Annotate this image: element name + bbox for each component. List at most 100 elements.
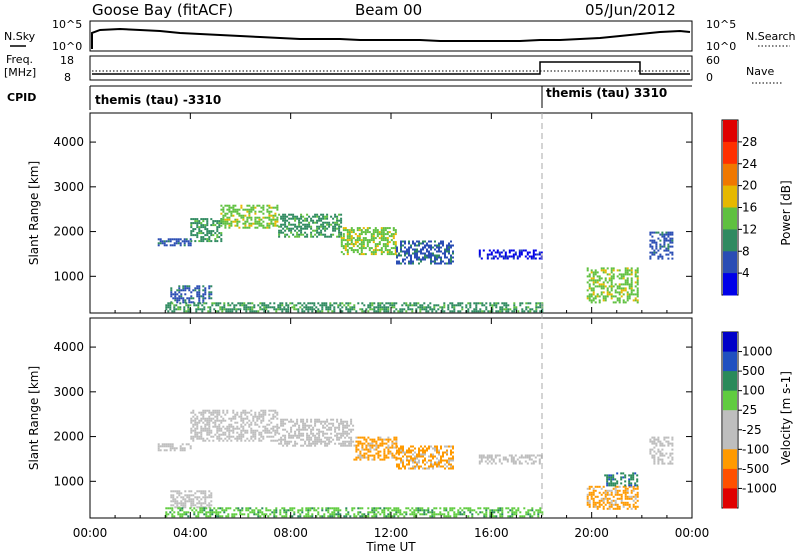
data-region xyxy=(278,418,355,447)
nsearch-label: N.Search xyxy=(746,30,796,43)
colorbar-segment xyxy=(723,120,737,143)
colorbar-segment xyxy=(723,429,737,450)
data-region xyxy=(165,507,544,518)
colorbar-segment xyxy=(723,185,737,208)
nsky-tick-top: 10^5 xyxy=(52,18,82,31)
x-tick-label: 04:00 xyxy=(173,526,208,540)
cpid-label: CPID xyxy=(7,91,36,104)
data-region xyxy=(396,445,454,470)
power-y-axis: 1000 2000 3000 4000 xyxy=(53,135,692,283)
beam-title: Beam 00 xyxy=(355,1,422,19)
y-tick-label: 4000 xyxy=(53,135,84,149)
colorbar-segment xyxy=(723,351,737,372)
data-region xyxy=(604,472,639,487)
data-region xyxy=(170,285,213,304)
data-region xyxy=(478,454,543,465)
y-tick-label: 1000 xyxy=(53,474,84,488)
colorbar-tick-label: -100 xyxy=(742,442,769,456)
colorbar-segment xyxy=(723,332,737,353)
x-axis-title: Time UT xyxy=(365,540,416,554)
velocity-y-axis: 1000 2000 3000 4000 xyxy=(53,340,692,488)
colorbar-tick-label: 25 xyxy=(742,403,757,417)
y-tick-label: 4000 xyxy=(53,340,84,354)
y-tick-label: 1000 xyxy=(53,269,84,283)
x-tick-label: 00:00 xyxy=(675,526,710,540)
colorbar-segment xyxy=(723,251,737,274)
nave-label: Nave xyxy=(746,65,774,78)
velocity-colorbar-label: Velocity [m s-1] xyxy=(779,371,793,465)
data-region xyxy=(190,218,223,243)
date-title: 05/Jun/2012 xyxy=(585,1,676,19)
colorbar-tick-label: -500 xyxy=(742,462,769,476)
nsky-panel: N.Sky 10^5 10^0 10^5 10^0 N.Search xyxy=(4,18,796,53)
power-panel: 1000 2000 3000 4000 Slant Range [km] 28 24 20… xyxy=(27,112,793,314)
freq-tick-bottom: 8 xyxy=(64,71,71,84)
velocity-data xyxy=(157,409,674,518)
velocity-colorbar: 1000 500 100 25 -25 -100 -500 -1000 xyxy=(723,332,777,509)
colorbar-tick-label: 12 xyxy=(742,222,757,236)
colorbar-segment xyxy=(723,390,737,411)
data-region xyxy=(165,302,544,313)
data-region xyxy=(649,231,674,260)
nave-tick-bottom: 0 xyxy=(706,71,713,84)
colorbar-segment xyxy=(723,207,737,230)
colorbar-tick-label: 20 xyxy=(742,179,757,193)
cpid-segment-1: themis (tau) -3310 xyxy=(95,93,221,107)
colorbar-segment xyxy=(723,410,737,431)
colorbar-segment xyxy=(723,488,737,509)
colorbar-tick-label: -25 xyxy=(742,423,762,437)
station-title: Goose Bay (fitACF) xyxy=(92,1,233,19)
power-colorbar: 28 24 20 16 12 8 4 xyxy=(723,120,757,296)
colorbar-segment xyxy=(723,449,737,470)
cpid-segment-2: themis (tau) 3310 xyxy=(546,86,667,100)
colorbar-tick-label: 16 xyxy=(742,201,757,215)
nsearch-tick-top: 10^5 xyxy=(706,18,736,31)
freq-unit: [MHz] xyxy=(4,66,36,79)
power-ylabel: Slant Range [km] xyxy=(27,161,41,265)
data-region xyxy=(340,227,397,256)
colorbar-segment xyxy=(723,468,737,489)
x-tick-label: 20:00 xyxy=(574,526,609,540)
data-region xyxy=(157,443,192,452)
colorbar-tick-label: 8 xyxy=(742,244,750,258)
colorbar-segment xyxy=(723,273,737,296)
x-tick-label: 08:00 xyxy=(273,526,308,540)
freq-panel: Freq. [MHz] 18 8 60 0 Nave xyxy=(4,53,782,84)
colorbar-tick-label: 1000 xyxy=(742,345,773,359)
cpid-panel: CPID themis (tau) -3310 themis (tau) 331… xyxy=(7,85,692,110)
colorbar-tick-label: 100 xyxy=(742,384,765,398)
y-tick-label: 2000 xyxy=(53,430,84,444)
freq-label: Freq. xyxy=(6,53,33,66)
data-region xyxy=(396,240,454,265)
data-region xyxy=(478,249,543,260)
y-tick-label: 2000 xyxy=(53,225,84,239)
nsearch-tick-bottom: 10^0 xyxy=(706,40,736,53)
power-colorbar-label: Power [dB] xyxy=(779,180,793,245)
colorbar-tick-label: 24 xyxy=(742,157,757,171)
colorbar-tick-label: 500 xyxy=(742,364,765,378)
velocity-panel: 1000 2000 3000 4000 Slant Range [km] 1000 50… xyxy=(27,317,793,519)
nsky-trace xyxy=(91,27,691,49)
nave-tick-top: 60 xyxy=(706,54,720,67)
data-region xyxy=(586,485,639,510)
colorbar-segment xyxy=(723,371,737,392)
colorbar-tick-label: 28 xyxy=(742,135,757,149)
nsky-tick-bottom: 10^0 xyxy=(52,40,82,53)
data-region xyxy=(190,409,279,442)
y-tick-label: 3000 xyxy=(53,180,84,194)
data-region xyxy=(220,204,279,229)
x-tick-label: 00:00 xyxy=(73,526,108,540)
freq-tick-top: 18 xyxy=(60,54,74,67)
freq-trace xyxy=(92,61,690,75)
colorbar-tick-label: -1000 xyxy=(742,481,777,495)
colorbar-segment xyxy=(723,229,737,252)
colorbar-segment xyxy=(723,163,737,187)
data-region xyxy=(649,436,674,465)
y-tick-label: 3000 xyxy=(53,385,84,399)
data-region xyxy=(170,490,213,509)
x-tick-label: 16:00 xyxy=(474,526,509,540)
data-region xyxy=(353,436,398,461)
colorbar-tick-label: 4 xyxy=(742,266,750,280)
data-region xyxy=(157,238,192,247)
